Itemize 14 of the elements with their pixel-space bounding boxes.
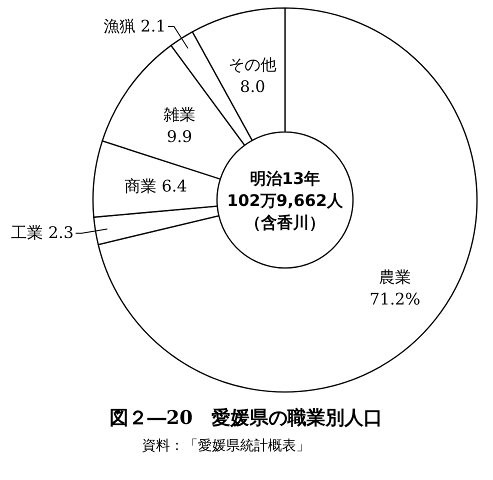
slice-label: 工業 2.3	[11, 223, 74, 242]
slice-label: 商業 6.4	[124, 176, 188, 196]
text: 資料：「愛媛県統計概表」	[142, 438, 310, 454]
slice-label: 農業	[378, 268, 411, 287]
text: （含香川）	[245, 213, 325, 232]
data-label: 71.2%	[369, 290, 420, 309]
slice-label: その他	[228, 55, 277, 74]
slice-label: 漁猟 2.1	[103, 16, 166, 36]
text: 図２―20 愛媛県の職業別人口	[109, 407, 383, 429]
text: 明治13年	[250, 169, 320, 188]
slice-label: 雑業	[164, 105, 196, 124]
data-label: 9.9	[166, 127, 192, 146]
text: 102万9,662人	[226, 191, 344, 210]
data-label: 8.0	[240, 77, 266, 96]
